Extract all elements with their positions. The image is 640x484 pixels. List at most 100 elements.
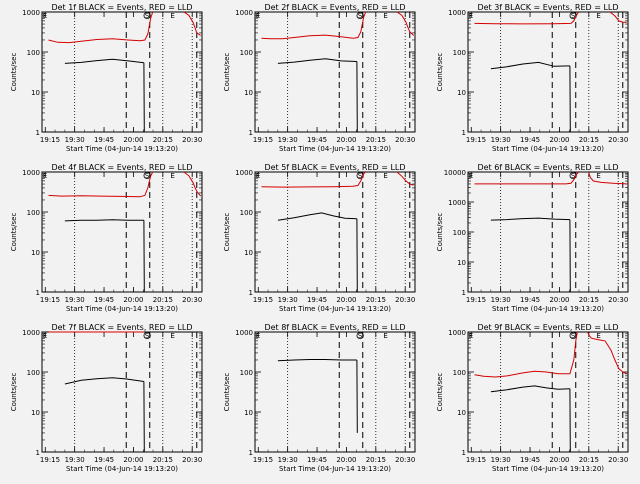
y-axis-label: Counts/sec	[10, 53, 18, 92]
y-axis-label: Counts/sec	[436, 213, 444, 252]
panel-title: Det 3f BLACK = Events, RED = LLD	[477, 3, 618, 12]
y-tick-label: 1000	[448, 199, 466, 207]
x-tick-label: 19:45	[94, 136, 114, 144]
start-marker-label: S	[571, 332, 576, 340]
panel-det-3: Det 3f BLACK = Events, RED = LLD11010010…	[436, 3, 628, 153]
x-tick-label: 20:15	[153, 456, 173, 464]
x-tick-label: 20:15	[153, 296, 173, 304]
corner-marker-label: E	[469, 172, 473, 180]
x-tick-label: 20:15	[579, 456, 599, 464]
x-tick-label: 19:15	[253, 296, 273, 304]
events-series-line	[491, 62, 570, 68]
y-tick-label: 100	[27, 209, 40, 217]
x-tick-label: 20:30	[608, 456, 628, 464]
start-marker-label: S	[145, 332, 150, 340]
events-series-line	[65, 378, 144, 384]
x-tick-label: 20:30	[608, 136, 628, 144]
panel-det-1: Det 1f BLACK = Events, RED = LLD11010010…	[10, 3, 202, 153]
lld-series-line	[475, 332, 578, 377]
x-tick-label: 19:15	[466, 456, 486, 464]
x-tick-label: 19:30	[491, 296, 511, 304]
y-tick-label: 1000	[235, 9, 253, 17]
y-tick-label: 100	[453, 49, 466, 57]
x-tick-label: 19:30	[278, 136, 298, 144]
x-tick-label: 20:30	[608, 296, 628, 304]
corner-marker-label: E	[469, 12, 473, 20]
corner-marker-label: E	[256, 172, 260, 180]
plot-frame	[255, 12, 415, 132]
panel-det-5: Det 5f BLACK = Events, RED = LLD11010010…	[223, 163, 415, 313]
x-tick-label: 20:15	[579, 296, 599, 304]
panel-title: Det 4f BLACK = Events, RED = LLD	[51, 163, 192, 172]
plot-frame	[255, 332, 415, 452]
lld-series-line	[589, 172, 627, 184]
start-marker-label: S	[145, 12, 150, 20]
x-tick-label: 19:30	[491, 136, 511, 144]
x-tick-label: 20:15	[366, 456, 386, 464]
x-tick-label: 19:30	[278, 296, 298, 304]
lld-series-line	[475, 12, 579, 24]
y-axis-label: Counts/sec	[436, 53, 444, 92]
x-tick-label: 19:45	[94, 296, 114, 304]
end-marker-label: E	[170, 12, 174, 20]
plot-frame	[255, 172, 415, 292]
x-tick-label: 19:15	[40, 296, 60, 304]
panel-title: Det 9f BLACK = Events, RED = LLD	[477, 323, 618, 332]
start-marker-label: S	[571, 172, 576, 180]
plot-frame	[468, 12, 628, 132]
lld-series-line	[475, 172, 579, 184]
x-axis-label: Start Time (04-Jun-14 19:13:20)	[279, 145, 391, 153]
events-series-line	[278, 213, 357, 220]
y-tick-label: 1000	[235, 169, 253, 177]
events-series-line	[65, 59, 144, 63]
x-tick-label: 20:30	[395, 296, 415, 304]
panel-title: Det 6f BLACK = Events, RED = LLD	[477, 163, 618, 172]
y-tick-label: 100	[27, 369, 40, 377]
lld-series-line	[49, 172, 153, 197]
x-tick-label: 20:30	[182, 456, 202, 464]
x-tick-label: 19:30	[278, 456, 298, 464]
x-tick-label: 20:15	[366, 136, 386, 144]
start-marker-label: S	[358, 12, 363, 20]
x-axis-label: Start Time (04-Jun-14 19:13:20)	[66, 465, 178, 473]
plot-frame	[42, 12, 202, 132]
x-axis-label: Start Time (04-Jun-14 19:13:20)	[492, 145, 604, 153]
x-tick-label: 20:00	[336, 136, 356, 144]
y-tick-label: 100	[240, 369, 253, 377]
y-tick-label: 1000	[235, 329, 253, 337]
panel-title: Det 7f BLACK = Events, RED = LLD	[51, 323, 192, 332]
end-marker-label: E	[596, 332, 600, 340]
x-tick-label: 19:15	[40, 136, 60, 144]
y-axis-label: Counts/sec	[436, 373, 444, 412]
x-tick-label: 19:30	[65, 456, 85, 464]
x-tick-label: 20:30	[182, 296, 202, 304]
events-series-line	[491, 218, 570, 220]
y-tick-label: 100	[240, 209, 253, 217]
y-tick-label: 10	[457, 409, 466, 417]
panel-title: Det 1f BLACK = Events, RED = LLD	[51, 3, 192, 12]
x-tick-label: 19:45	[520, 296, 540, 304]
corner-marker-label: E	[256, 332, 260, 340]
x-tick-label: 19:15	[253, 456, 273, 464]
lld-series-line	[588, 332, 627, 374]
x-axis-label: Start Time (04-Jun-14 19:13:20)	[66, 145, 178, 153]
x-tick-label: 20:00	[549, 136, 569, 144]
panel-det-4: Det 4f BLACK = Events, RED = LLD11010010…	[10, 163, 202, 313]
events-series-line	[491, 386, 570, 392]
x-tick-label: 20:15	[366, 296, 386, 304]
y-axis-label: Counts/sec	[223, 373, 231, 412]
y-tick-label: 10	[457, 89, 466, 97]
end-marker-label: E	[596, 12, 600, 20]
x-axis-label: Start Time (04-Jun-14 19:13:20)	[492, 305, 604, 313]
y-tick-label: 100	[453, 229, 466, 237]
panel-det-2: Det 2f BLACK = Events, RED = LLD11010010…	[223, 3, 415, 153]
corner-marker-label: E	[469, 332, 473, 340]
plot-frame	[468, 172, 628, 292]
x-tick-label: 19:15	[253, 136, 273, 144]
x-tick-label: 19:30	[491, 456, 511, 464]
y-tick-label: 10	[244, 409, 253, 417]
x-tick-label: 20:00	[336, 296, 356, 304]
x-tick-label: 19:45	[520, 136, 540, 144]
lld-series-line	[49, 12, 153, 43]
